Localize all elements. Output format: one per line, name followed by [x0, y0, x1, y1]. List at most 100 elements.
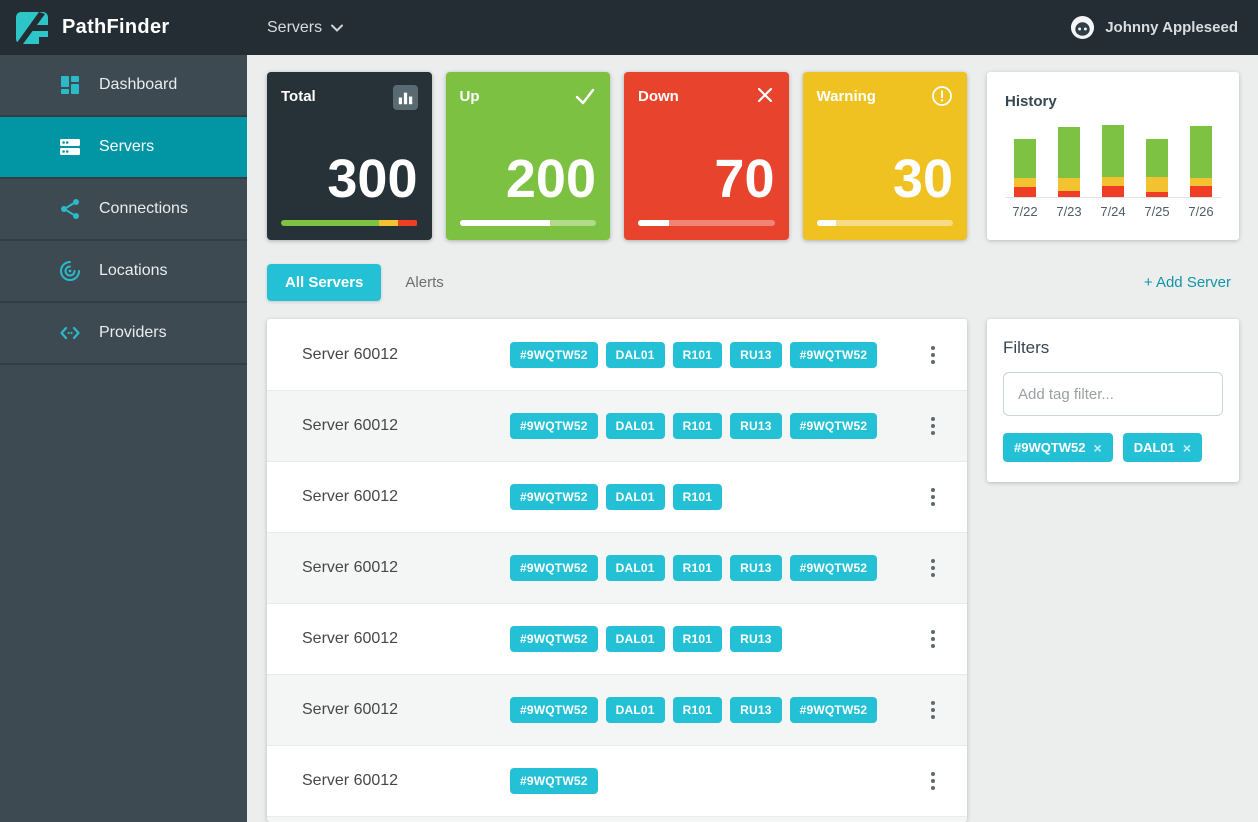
server-row[interactable]: Server 60012 #9WQTW52 DAL01 R101 RU13: [267, 603, 967, 674]
sidebar-item-connections[interactable]: Connections: [0, 179, 247, 241]
row-menu-button[interactable]: [923, 340, 943, 370]
tag-chip[interactable]: DAL01: [605, 413, 665, 439]
tag-chip[interactable]: RU13: [730, 341, 782, 368]
tag-chip[interactable]: R101: [672, 484, 723, 510]
server-tags: #9WQTW52 DAL01 R101: [510, 484, 723, 510]
sidebar-item-label: Servers: [99, 138, 155, 155]
history-bar-segment-warning: [1014, 178, 1036, 188]
server-list: Server 60012 #9WQTW52 DAL01 R101 RU13 #9…: [267, 319, 967, 822]
history-bar-segment-down: [1146, 191, 1168, 197]
filter-chip-label: #9WQTW52: [1014, 440, 1086, 455]
tag-chip[interactable]: DAL01: [605, 341, 665, 368]
tag-chip[interactable]: RU13: [730, 626, 782, 652]
filters-panel: Filters #9WQTW52 × DAL01 ×: [987, 319, 1239, 482]
row-menu-button[interactable]: [923, 482, 943, 512]
progress-segment: [459, 220, 550, 226]
progress-segment: [398, 220, 418, 226]
sidebar-item-servers[interactable]: Servers: [0, 117, 247, 179]
locations-icon: [58, 259, 82, 283]
sidebar-item-providers[interactable]: Providers: [0, 303, 247, 365]
filter-chip[interactable]: DAL01 ×: [1122, 433, 1203, 462]
sidebar-item-dashboard[interactable]: Dashboard: [0, 55, 247, 117]
stat-card-total: Total 300: [267, 72, 432, 240]
history-bar-segment-warning: [1102, 176, 1124, 186]
server-row[interactable]: Server 60012 #9WQTW52 DAL01 R101 RU13 #9…: [267, 674, 967, 745]
server-row[interactable]: Server 60012 #9WQTW52 DAL01 R101 RU13 #9…: [267, 532, 967, 603]
server-row[interactable]: Server 60012 #9WQTW52 DAL01 R101 RU13 #9…: [267, 319, 967, 390]
tag-chip[interactable]: #9WQTW52: [789, 413, 878, 439]
row-menu-button[interactable]: [923, 553, 943, 583]
server-row[interactable]: Server 60012 #9WQTW52 DAL01 R101 RU13 #9…: [267, 390, 967, 461]
tag-chip[interactable]: RU13: [730, 697, 782, 723]
progress-bar: [281, 220, 418, 226]
history-bar: [1051, 122, 1087, 197]
tag-chip[interactable]: #9WQTW52: [789, 341, 878, 368]
progress-segment: [281, 220, 380, 226]
stat-label: Warning: [816, 88, 876, 105]
history-bar: [1139, 122, 1175, 197]
tag-chip[interactable]: R101: [672, 626, 723, 652]
stat-card-up: Up 200: [445, 72, 610, 240]
history-bar: [1183, 122, 1219, 197]
tag-chip[interactable]: R101: [672, 413, 723, 439]
history-bar-label: 7/24: [1100, 204, 1126, 219]
filter-chip[interactable]: #9WQTW52 ×: [1003, 433, 1113, 462]
sidebar-item-locations[interactable]: Locations: [0, 241, 247, 303]
tag-chip[interactable]: DAL01: [605, 626, 665, 652]
server-row[interactable]: Server 60012 #9WQTW52: [267, 745, 967, 816]
topnav-servers-dropdown[interactable]: Servers: [267, 18, 344, 37]
tab-alerts[interactable]: Alerts: [405, 273, 444, 291]
sidebar: Dashboard Servers Connections: [0, 55, 247, 822]
tag-chip[interactable]: #9WQTW52: [510, 626, 598, 652]
tag-chip[interactable]: R101: [672, 341, 723, 368]
server-name: Server 60012: [302, 417, 399, 434]
history-bar-segment-up: [1146, 138, 1168, 177]
tag-chip[interactable]: R101: [672, 697, 723, 723]
stat-card-warning: Warning 30: [802, 72, 967, 240]
row-menu-button[interactable]: [923, 695, 943, 725]
add-server-button[interactable]: + Add Server: [1143, 273, 1231, 291]
active-filter-chips: #9WQTW52 × DAL01 ×: [1003, 433, 1223, 462]
progress-bar: [459, 220, 596, 226]
sidebar-item-label: Providers: [99, 324, 167, 341]
tag-chip[interactable]: #9WQTW52: [510, 484, 598, 510]
user-menu[interactable]: Johnny Appleseed: [1070, 15, 1258, 40]
row-menu-button[interactable]: [923, 766, 943, 796]
tag-chip[interactable]: R101: [672, 555, 723, 581]
server-name: Server 60012: [302, 630, 399, 647]
remove-filter-icon[interactable]: ×: [1093, 439, 1102, 456]
tabs-row: All Servers Alerts: [267, 263, 967, 301]
tag-filter-input[interactable]: [1003, 372, 1223, 416]
tag-chip[interactable]: RU13: [730, 555, 782, 581]
history-bar-segment-up: [1190, 125, 1212, 178]
sidebar-item-label: Dashboard: [99, 76, 178, 93]
history-bar-segment-down: [1102, 185, 1124, 197]
progress-bar: [816, 220, 953, 226]
tag-chip[interactable]: DAL01: [605, 697, 665, 723]
history-bar-segment-up: [1014, 139, 1036, 179]
server-row-partial[interactable]: [267, 816, 967, 822]
history-bar-segment-warning: [1190, 177, 1212, 186]
tag-chip[interactable]: DAL01: [605, 484, 665, 510]
topnav-label: Servers: [267, 18, 323, 36]
kebab-icon: [931, 345, 935, 364]
brand[interactable]: PathFinder: [0, 11, 247, 45]
tag-chip[interactable]: #9WQTW52: [510, 697, 598, 723]
tag-chip[interactable]: #9WQTW52: [789, 555, 878, 581]
tag-chip[interactable]: #9WQTW52: [510, 768, 598, 794]
tag-chip[interactable]: #9WQTW52: [510, 341, 598, 368]
tab-all-servers[interactable]: All Servers: [267, 263, 382, 301]
close-icon: [755, 85, 775, 105]
row-menu-button[interactable]: [923, 411, 943, 441]
tag-chip[interactable]: RU13: [730, 413, 782, 439]
tag-chip[interactable]: #9WQTW52: [510, 555, 598, 581]
server-row[interactable]: Server 60012 #9WQTW52 DAL01 R101: [267, 461, 967, 532]
history-bar-label: 7/22: [1012, 204, 1038, 219]
remove-filter-icon[interactable]: ×: [1182, 439, 1192, 456]
tag-chip[interactable]: #9WQTW52: [510, 413, 598, 439]
tag-chip[interactable]: #9WQTW52: [789, 697, 878, 723]
server-name: Server 60012: [302, 559, 399, 576]
row-menu-button[interactable]: [923, 624, 943, 654]
tag-chip[interactable]: DAL01: [605, 555, 665, 581]
stat-value: 70: [714, 149, 775, 209]
